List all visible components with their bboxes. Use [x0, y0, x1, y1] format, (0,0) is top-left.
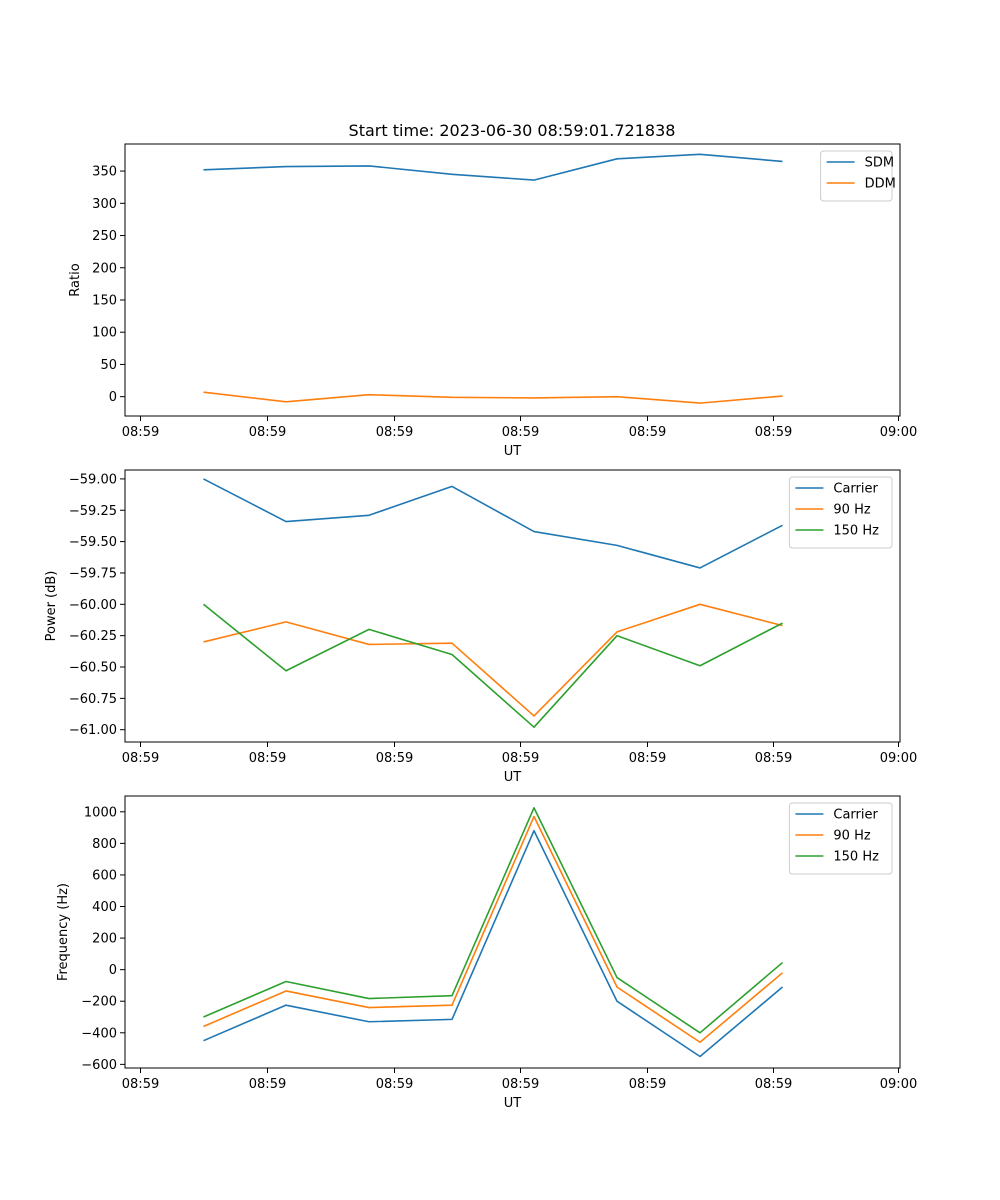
series-line-carrier [203, 829, 784, 1058]
legend-entry: Carrier [833, 482, 878, 497]
y-tick-label: 400 [92, 900, 117, 915]
x-tick-label: 08:59 [755, 751, 792, 766]
panel-3: 08:59 08:59 08:59 08:59 08:59 08:59 09:00 −600 −… [56, 795, 917, 1111]
axes-frame [124, 143, 901, 417]
x-tick-label: 08:59 [376, 1077, 413, 1092]
y-axis-label: Power (dB) [44, 571, 59, 642]
y-tick-label: −59.75 [69, 566, 117, 581]
series-line-90-hz [203, 815, 784, 1044]
y-tick-label: −61.00 [69, 723, 117, 738]
x-tick-label: 08:59 [629, 425, 666, 440]
x-tick-label: 08:59 [629, 751, 666, 766]
x-tick-label: 08:59 [249, 751, 286, 766]
legend-entry: 90 Hz [833, 503, 870, 518]
y-tick-label: −400 [81, 1026, 117, 1041]
y-tick-label: 200 [92, 261, 117, 276]
chart-title: Start time: 2023-06-30 08:59:01.721838 [349, 121, 676, 140]
x-tick-label: 08:59 [755, 1077, 792, 1092]
x-axis-label: UT [504, 444, 522, 459]
y-tick-label: −59.25 [69, 504, 117, 519]
x-tick-label: 08:59 [502, 751, 539, 766]
x-tick-label: 08:59 [376, 751, 413, 766]
y-tick-label: −60.50 [69, 661, 117, 676]
x-tick-label: 08:59 [502, 425, 539, 440]
series-line-90-hz [203, 603, 783, 717]
y-tick-label: 150 [92, 293, 117, 308]
x-axis-label: UT [504, 770, 522, 785]
y-axis-label: Frequency (Hz) [56, 883, 71, 981]
y-tick-label: −600 [81, 1058, 117, 1073]
y-tick-label: −60.00 [69, 598, 117, 613]
legend: Carrier 90 Hz 150 Hz [788, 802, 893, 875]
x-tick-label: 08:59 [122, 751, 159, 766]
y-tick-label: −59.50 [69, 535, 117, 550]
legend: SDM DDM [820, 150, 896, 202]
legend-entry: Carrier [833, 808, 878, 823]
series-line-ddm [203, 391, 783, 404]
x-tick-label: 08:59 [502, 1077, 539, 1092]
y-tick-label: 50 [100, 358, 117, 373]
x-tick-label: 08:59 [122, 425, 159, 440]
y-tick-label: −200 [81, 995, 117, 1010]
y-tick-label: 250 [92, 229, 117, 244]
panel-2: 08:59 08:59 08:59 08:59 08:59 08:59 09:00 −61.0… [44, 469, 917, 785]
x-tick-label: 09:00 [880, 751, 917, 766]
x-tick-label: 08:59 [122, 1077, 159, 1092]
y-tick-label: −59.00 [69, 472, 117, 487]
legend-entry: 150 Hz [833, 524, 879, 539]
legend: Carrier 90 Hz 150 Hz [788, 476, 893, 549]
y-tick-label: 200 [92, 932, 117, 947]
y-tick-label: 1000 [84, 805, 117, 820]
x-tick-label: 09:00 [880, 1077, 917, 1092]
panel-1: 08:59 08:59 08:59 08:59 08:59 08:59 09:00 0 50 10… [68, 143, 917, 459]
legend-entry: 150 Hz [833, 850, 879, 865]
x-tick-label: 08:59 [376, 425, 413, 440]
legend-entry: DDM [865, 177, 896, 192]
y-tick-label: 600 [92, 868, 117, 883]
axes-frame [124, 795, 901, 1069]
legend-entry: SDM [865, 156, 894, 171]
x-tick-label: 09:00 [880, 425, 917, 440]
legend-box [820, 150, 893, 202]
series-line-sdm [203, 153, 783, 181]
x-axis-label: UT [504, 1096, 522, 1111]
series-line-150-hz [203, 807, 784, 1034]
series-line-carrier [203, 478, 783, 569]
y-tick-label: 800 [92, 837, 117, 852]
series-line-150-hz [202, 603, 783, 729]
y-tick-label: 350 [92, 165, 117, 180]
x-tick-label: 08:59 [249, 425, 286, 440]
y-tick-label: 100 [92, 326, 117, 341]
axes-frame [124, 469, 901, 743]
x-tick-label: 08:59 [755, 425, 792, 440]
y-axis-label: Ratio [68, 263, 83, 296]
y-tick-label: 0 [109, 963, 117, 978]
x-tick-label: 08:59 [249, 1077, 286, 1092]
y-tick-label: 0 [109, 390, 117, 405]
legend-entry: 90 Hz [833, 829, 870, 844]
y-tick-label: 300 [92, 197, 117, 212]
y-tick-label: −60.25 [69, 629, 117, 644]
x-tick-label: 08:59 [629, 1077, 666, 1092]
y-tick-label: −60.75 [69, 692, 117, 707]
